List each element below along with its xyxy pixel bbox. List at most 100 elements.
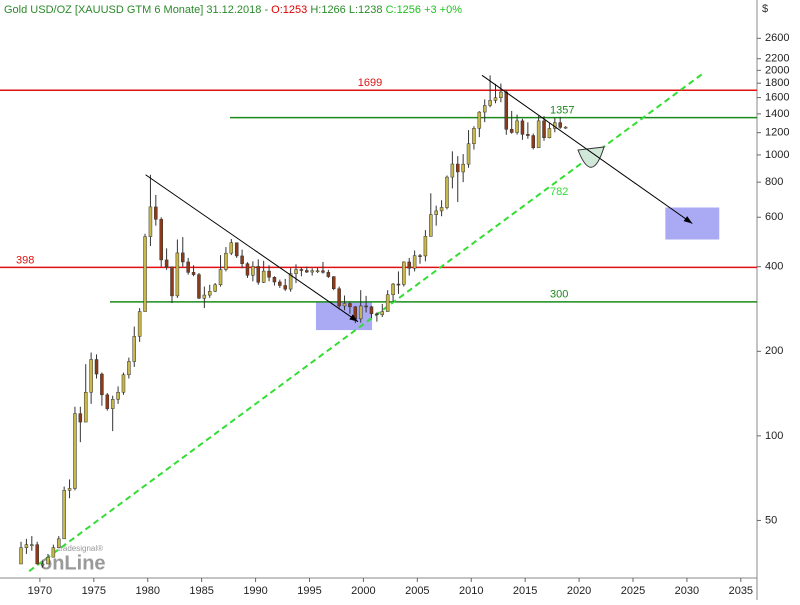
title-part: C:1256 +3 +0% xyxy=(386,4,463,16)
arrow-line xyxy=(481,74,693,224)
candle-body xyxy=(116,391,120,400)
x-tick-label: 1975 xyxy=(82,585,106,597)
candle-body xyxy=(110,399,115,409)
candle-body xyxy=(305,270,309,273)
candle-body xyxy=(488,100,492,106)
candle-body xyxy=(439,207,444,212)
candle-body xyxy=(315,270,320,273)
candle-body xyxy=(267,270,271,278)
candle-body xyxy=(181,252,185,263)
candle-body xyxy=(477,111,482,129)
candle-body xyxy=(94,359,99,375)
candle-body xyxy=(127,361,131,376)
candle-body xyxy=(154,206,158,220)
x-tick-label: 2030 xyxy=(675,585,699,597)
level-label: 1699 xyxy=(358,77,382,89)
candle-body xyxy=(224,252,228,270)
candle-body xyxy=(251,266,255,276)
x-tick-label: 2010 xyxy=(459,585,483,597)
title-part: Gold USD/OZ [XAUUSD GTM 6 Monate] 31.12.… xyxy=(4,4,271,16)
candle-body xyxy=(375,313,379,316)
candle-body xyxy=(261,270,266,283)
cup-shape xyxy=(577,146,605,168)
candle-body xyxy=(164,259,169,267)
x-tick-label: 2000 xyxy=(351,585,375,597)
candle-body xyxy=(272,276,277,283)
x-tick-label: 2015 xyxy=(513,585,537,597)
arrow-head xyxy=(683,216,693,224)
arrow-line xyxy=(145,174,359,323)
y-tick-label: 1400 xyxy=(765,108,789,120)
x-tick-label: 1990 xyxy=(243,585,267,597)
logo-small: tradesignal® xyxy=(58,544,103,553)
y-tick-label: 1600 xyxy=(765,91,789,103)
candle-body xyxy=(62,490,66,540)
title-part: O:1253 xyxy=(271,4,307,16)
x-tick-label: 2025 xyxy=(621,585,645,597)
y-tick-label: 600 xyxy=(765,211,783,223)
candle-body xyxy=(542,120,546,139)
x-tick-label: 2035 xyxy=(729,585,753,597)
x-tick-label: 1970 xyxy=(28,585,52,597)
chart-title: Gold USD/OZ [XAUUSD GTM 6 Monate] 31.12.… xyxy=(4,4,462,16)
candle-body xyxy=(482,105,487,113)
x-tick-label: 1980 xyxy=(135,585,159,597)
candle-body xyxy=(499,91,503,98)
candle-body xyxy=(121,374,126,393)
candle-body xyxy=(234,242,239,257)
candle-body xyxy=(137,311,142,337)
candle-body xyxy=(515,120,519,133)
level-label: 300 xyxy=(550,289,568,301)
candle-body xyxy=(240,255,244,264)
candle-body xyxy=(407,261,411,269)
candle-body xyxy=(283,285,287,290)
candle-body xyxy=(429,214,433,237)
candle-body xyxy=(288,273,293,290)
candle-body xyxy=(321,270,325,273)
candle-body xyxy=(358,305,363,320)
y-tick-label: 400 xyxy=(765,261,783,273)
candle-body xyxy=(461,163,465,173)
y-tick-label: 2600 xyxy=(765,32,789,44)
y-tick-label: 1800 xyxy=(765,77,789,89)
candle-body xyxy=(509,129,514,133)
y-tick-label: 2000 xyxy=(765,64,789,76)
x-tick-label: 2005 xyxy=(405,585,429,597)
candle-body xyxy=(105,394,110,409)
candle-body xyxy=(526,134,530,136)
candle-body xyxy=(218,269,223,286)
candle-body xyxy=(445,176,449,208)
candle-body xyxy=(412,255,417,269)
candle-body xyxy=(418,255,422,257)
candle-body xyxy=(326,272,331,277)
candle-body xyxy=(547,128,552,139)
candle-body xyxy=(229,242,234,254)
y-tick-label: 800 xyxy=(765,176,783,188)
candle-body xyxy=(472,128,476,144)
candle-body xyxy=(385,294,390,312)
title-part: H:1266 L:1238 xyxy=(307,4,385,16)
x-tick-label: 2020 xyxy=(567,585,591,597)
candle-body xyxy=(73,413,77,489)
candle-body xyxy=(348,303,352,308)
y-tick-label: 1000 xyxy=(765,149,789,161)
candle-body xyxy=(278,281,282,286)
candle-body xyxy=(299,269,304,271)
candle-body xyxy=(380,311,385,315)
level-label: 1357 xyxy=(550,105,574,117)
candle-body xyxy=(294,269,298,274)
candle-body xyxy=(40,563,45,566)
candle-body xyxy=(423,236,428,257)
candle-body xyxy=(245,263,250,276)
y-unit: $ xyxy=(762,3,768,15)
candle-body xyxy=(51,547,56,558)
candle-body xyxy=(83,391,88,423)
y-tick-label: 200 xyxy=(765,345,783,357)
candle-body xyxy=(30,544,34,546)
candle-body xyxy=(132,336,137,362)
candle-body xyxy=(170,266,174,297)
candle-body xyxy=(342,303,347,307)
candle-body xyxy=(531,135,535,148)
candle-body xyxy=(450,163,455,178)
